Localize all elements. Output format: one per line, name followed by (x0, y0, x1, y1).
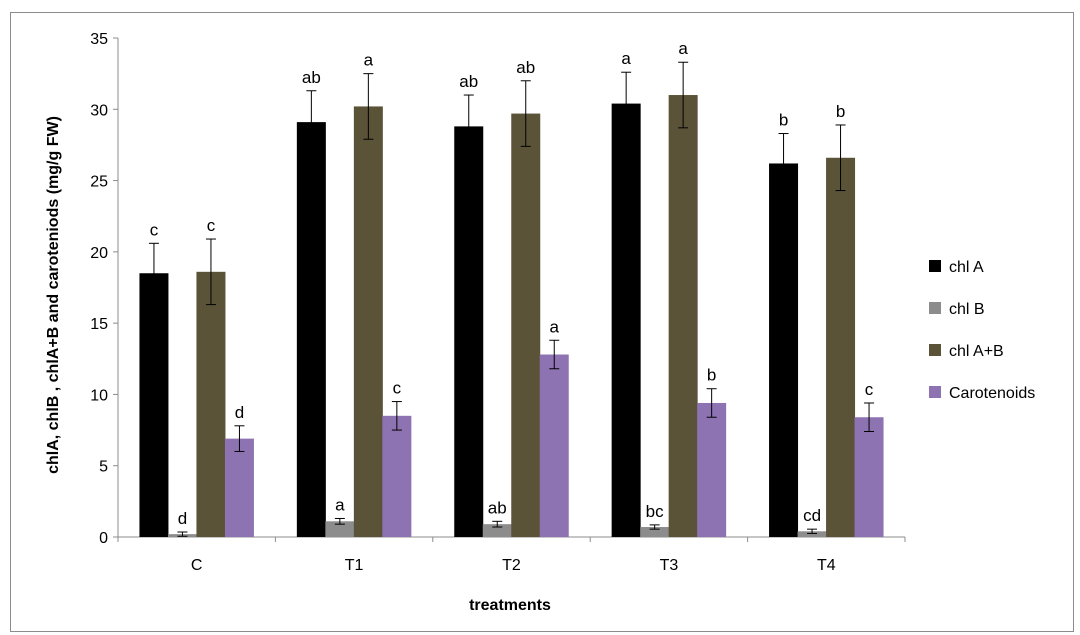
bar (769, 163, 799, 537)
legend-label: chl A (949, 259, 984, 276)
significance-letter: c (865, 380, 874, 399)
bar (668, 95, 698, 538)
bars (139, 95, 884, 538)
significance-letter: b (779, 111, 788, 130)
legend-label: Carotenoids (949, 385, 1035, 402)
bar (325, 521, 355, 537)
y-axis-title: chlA, chlB , chlA+B and caroteniods (mg/… (45, 116, 62, 474)
legend-swatch (929, 302, 941, 314)
bar (454, 126, 484, 537)
bar (224, 438, 254, 537)
bar (196, 271, 226, 537)
significance-letter: a (364, 51, 374, 70)
bar (353, 106, 383, 537)
x-tick-label: T3 (660, 557, 679, 574)
x-axis-title: treatments (469, 597, 551, 614)
legend-label: chl B (949, 301, 985, 318)
significance-letter: c (393, 379, 402, 398)
significance-letter: ab (516, 58, 535, 77)
x-tick-label: T2 (502, 557, 521, 574)
bar (482, 524, 512, 537)
legend-swatch (929, 344, 941, 356)
y-axis-ticks: 0 5 10 15 20 25 30 35 (90, 31, 118, 547)
bar (611, 103, 641, 537)
bar (697, 402, 727, 537)
y-tick-label: 5 (99, 459, 108, 476)
bar (539, 354, 569, 537)
y-tick-label: 35 (90, 31, 108, 48)
significance-letter: d (235, 403, 244, 422)
significance-letter: b (836, 102, 845, 121)
significance-letter: bc (646, 502, 664, 521)
x-tick-label: T1 (345, 557, 364, 574)
legend-label: chl A+B (949, 343, 1004, 360)
bar (139, 273, 169, 537)
significance-letter: b (707, 366, 716, 385)
bar (296, 122, 326, 538)
significance-letter: a (678, 39, 688, 58)
significance-letter: d (178, 509, 187, 528)
bar (382, 415, 412, 537)
significance-letter: cd (803, 506, 821, 525)
y-tick-label: 10 (90, 387, 108, 404)
y-tick-label: 25 (90, 174, 108, 191)
significance-letter: a (335, 495, 345, 514)
x-tick-label: C (191, 557, 203, 574)
significance-letter: ab (459, 72, 478, 91)
significance-letter: a (550, 317, 560, 336)
x-axis-ticks: C T1 T2 T3 T4 (117, 537, 906, 574)
bar (826, 157, 856, 537)
bar (797, 531, 827, 537)
significance-letter: ab (302, 68, 321, 87)
significance-letter: ab (488, 498, 507, 517)
x-tick-label: T4 (817, 557, 836, 574)
significance-letter: a (621, 49, 631, 68)
bar (511, 113, 541, 537)
legend-swatch (929, 386, 941, 398)
significance-letter: c (150, 220, 159, 239)
y-tick-label: 15 (90, 316, 108, 333)
significance-letter: c (207, 216, 216, 235)
error-bars (148, 61, 875, 537)
legend: chl A chl B chl A+B Carotenoids (929, 259, 1035, 402)
y-tick-label: 0 (99, 530, 108, 547)
bar (854, 417, 884, 537)
y-tick-label: 20 (90, 245, 108, 262)
legend-swatch (929, 260, 941, 272)
y-tick-label: 30 (90, 102, 108, 119)
bar (640, 527, 670, 537)
